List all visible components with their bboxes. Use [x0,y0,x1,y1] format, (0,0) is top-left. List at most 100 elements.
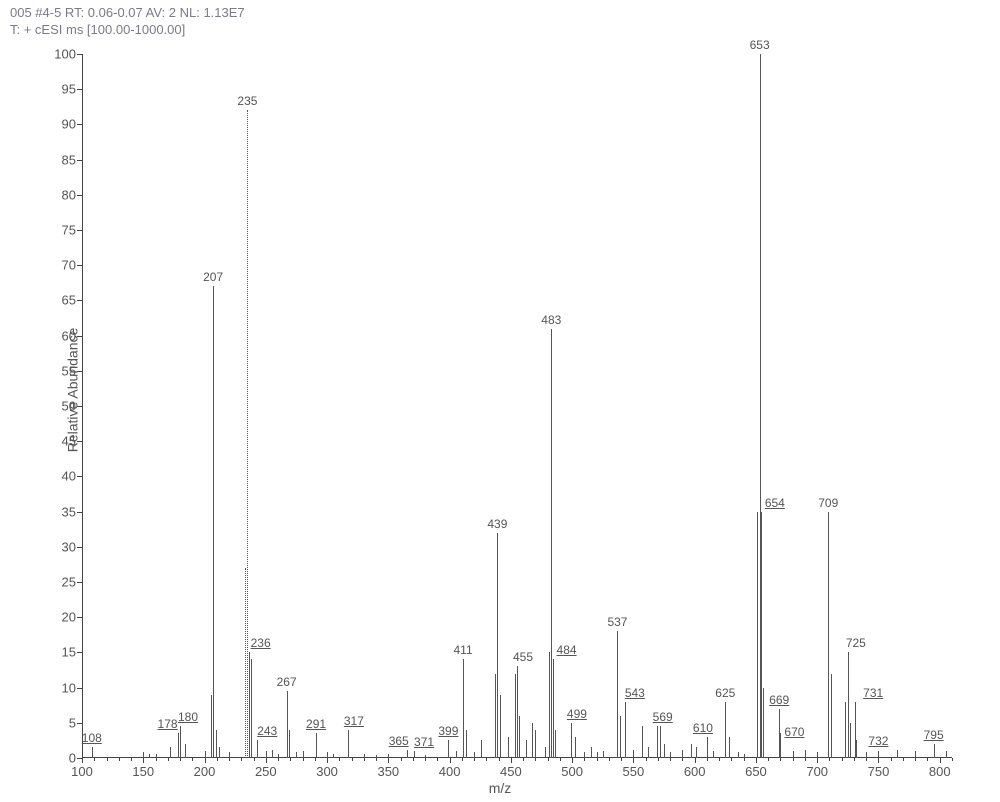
peak-line [691,744,692,758]
peak-label: 236 [251,636,271,650]
x-tick [205,758,206,763]
peak-line [376,755,377,758]
y-tick [77,230,82,231]
peak-line [575,737,576,758]
x-tick-minor [229,758,230,761]
peak-line [364,754,365,758]
x-tick-minor [903,758,904,761]
peak-line [696,747,697,758]
peak-line [670,752,671,758]
x-tick-minor [768,758,769,761]
peak-line [466,730,467,758]
x-tick-label: 100 [71,764,93,779]
peak-line [571,723,572,758]
peak-line [946,751,947,758]
y-tick-label: 25 [62,575,76,590]
peak-line [856,740,857,758]
y-tick [77,54,82,55]
y-tick-label: 85 [62,152,76,167]
peak-line [817,752,818,758]
x-tick-label: 550 [623,764,645,779]
peak-label: 709 [818,496,838,510]
x-tick-minor [303,758,304,761]
y-tick [77,406,82,407]
peak-line [707,737,708,758]
spectrum-header: 005 #4-5 RT: 0.06-0.07 AV: 2 NL: 1.13E7 … [10,4,245,38]
peak-line [407,750,408,758]
peak-line [545,747,546,758]
peak-line [664,744,665,758]
x-tick [756,758,757,763]
peak-line [597,752,598,758]
x-tick-minor [780,758,781,761]
y-tick [77,300,82,301]
x-tick-label: 800 [929,764,951,779]
peak-line [915,751,916,758]
peak-line [648,747,649,758]
peak-line [474,752,475,758]
peak-line [229,752,230,758]
peak-line [287,691,288,758]
peak-label: 670 [784,725,804,739]
x-tick [388,758,389,763]
peak-line [713,751,714,758]
peak-line [500,695,501,758]
x-tick-minor [805,758,806,761]
x-tick-minor [915,758,916,761]
y-tick [77,476,82,477]
peak-line [603,751,604,758]
peak-line [526,740,527,758]
peak-line [448,740,449,758]
x-tick-minor [192,758,193,761]
peak-line [388,754,389,758]
peak-label: 732 [868,734,888,748]
x-tick-minor [744,758,745,761]
peak-line [878,751,879,758]
peak-line [744,754,745,758]
x-tick-minor [646,758,647,761]
peak-label: 267 [277,675,297,689]
peak-line [333,754,334,758]
peak-label: 317 [344,714,364,728]
x-tick-minor [535,758,536,761]
y-tick [77,160,82,161]
peak-line [92,747,93,758]
peak-line [642,726,643,758]
x-tick-minor [707,758,708,761]
y-tick-label: 55 [62,363,76,378]
y-tick-label: 70 [62,258,76,273]
mass-spectrum-plot: 0510152025303540455055606570758085909510… [82,54,952,758]
y-tick-label: 40 [62,469,76,484]
x-tick-minor [217,758,218,761]
y-tick-label: 65 [62,293,76,308]
y-tick [77,441,82,442]
peak-line [555,730,556,758]
y-tick-label: 50 [62,399,76,414]
y-tick [77,547,82,548]
peak-line [535,730,536,758]
peak-label: 235 [237,94,257,108]
x-tick-minor [474,758,475,761]
peak-line [414,751,415,758]
x-tick [633,758,634,763]
peak-line [831,674,832,758]
x-tick [572,758,573,763]
y-tick-label: 35 [62,504,76,519]
y-tick [77,265,82,266]
x-tick-minor [352,758,353,761]
x-tick-minor [241,758,242,761]
peak-line [481,740,482,758]
x-tick-minor [413,758,414,761]
x-tick-minor [290,758,291,761]
x-tick-minor [523,758,524,761]
x-tick-minor [731,758,732,761]
peak-line [657,726,658,758]
peak-line [532,723,533,758]
peak-line [553,659,554,758]
x-axis-label: m/z [489,780,512,796]
peak-line [456,751,457,758]
peak-line [289,730,290,758]
peak-label: 543 [625,686,645,700]
x-tick-label: 450 [500,764,522,779]
x-tick [143,758,144,763]
